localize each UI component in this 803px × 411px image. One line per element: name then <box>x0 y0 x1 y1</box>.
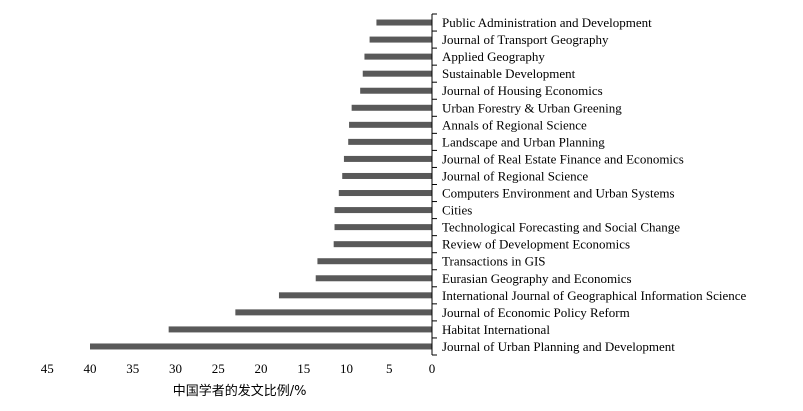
bar <box>333 241 432 248</box>
category-label: Journal of Housing Economics <box>442 83 603 98</box>
category-label: Urban Forestry & Urban Greening <box>442 100 622 115</box>
x-tick-label: 5 <box>386 361 393 376</box>
x-tick-label: 35 <box>126 361 139 376</box>
x-tick-label: 30 <box>169 361 182 376</box>
category-label: Habitat International <box>442 322 550 337</box>
x-tick-label: 10 <box>340 361 353 376</box>
category-label: Applied Geography <box>442 49 545 64</box>
bar <box>343 155 432 162</box>
bar <box>342 172 432 179</box>
bar <box>317 258 432 265</box>
x-tick-label: 15 <box>297 361 310 376</box>
bar <box>334 207 432 214</box>
bar <box>235 309 432 316</box>
x-tick-label: 0 <box>429 361 436 376</box>
x-tick-label: 25 <box>212 361 225 376</box>
bar <box>362 70 432 77</box>
bar <box>334 224 432 231</box>
bar <box>349 121 432 128</box>
category-label: Eurasian Geography and Economics <box>442 271 632 286</box>
category-label: Technological Forecasting and Social Cha… <box>442 220 680 235</box>
value-axis: 45 40 35 30 25 20 15 10 5 0 <box>41 361 436 376</box>
category-label: Cities <box>442 203 472 218</box>
x-tick-label: 20 <box>255 361 268 376</box>
bar <box>168 326 432 333</box>
bar <box>369 36 432 43</box>
category-label: Transactions in GIS <box>442 254 546 269</box>
category-axis <box>431 13 437 356</box>
x-tick-label: 45 <box>41 361 54 376</box>
category-label: Review of Development Economics <box>442 237 630 252</box>
category-label: Journal of Urban Planning and Developmen… <box>442 339 675 354</box>
category-label: Journal of Transport Geography <box>442 32 609 47</box>
category-label: Sustainable Development <box>442 66 576 81</box>
category-label: International Journal of Geographical In… <box>442 288 747 303</box>
category-labels: Public Administration and Development Jou… <box>442 15 747 354</box>
category-label: Annals of Regional Science <box>442 117 587 132</box>
category-label: Journal of Real Estate Finance and Econo… <box>442 151 684 166</box>
x-axis-title: 中国学者的发文比例/% <box>173 383 307 399</box>
category-label: Journal of Economic Policy Reform <box>442 305 630 320</box>
bar <box>364 53 432 60</box>
x-tick-label: 40 <box>84 361 97 376</box>
bar <box>348 138 432 145</box>
bar <box>360 87 432 94</box>
category-label: Computers Environment and Urban Systems <box>442 186 675 201</box>
category-label: Landscape and Urban Planning <box>442 134 605 149</box>
bar <box>278 292 432 299</box>
bar <box>315 275 432 282</box>
bar <box>376 19 432 26</box>
bar <box>351 104 432 111</box>
bar <box>90 343 432 350</box>
bar <box>338 190 432 197</box>
bars-group <box>90 19 432 350</box>
category-label: Public Administration and Development <box>442 15 652 30</box>
category-label: Journal of Regional Science <box>442 168 588 183</box>
